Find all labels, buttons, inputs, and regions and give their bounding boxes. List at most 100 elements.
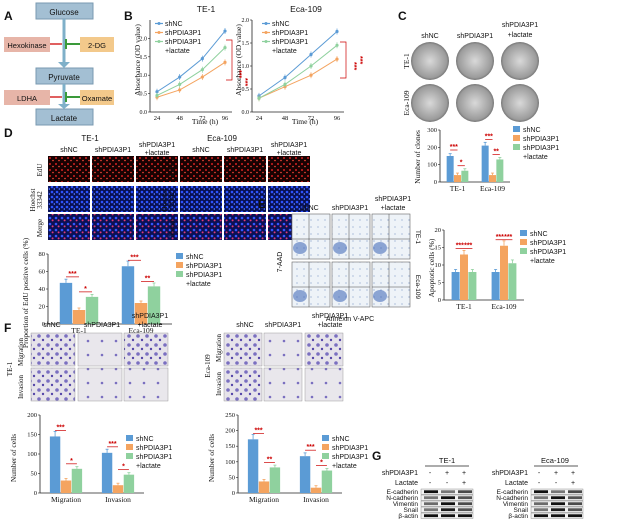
legend-swatch (176, 262, 183, 268)
e-row-te1: TE-1 (414, 230, 421, 244)
sig-label: ** (493, 148, 499, 155)
g-protein-right: β-actin (508, 513, 528, 519)
legend-label-0: shNC (272, 21, 290, 28)
panel-f: F shNC shPDIA3P1 shPDIA3P1 +lactate shNC… (4, 313, 368, 504)
legend-label-1: shPDIA3P1 (165, 30, 201, 37)
e-cluster (333, 242, 347, 254)
f-image-1-1-1 (263, 367, 303, 402)
g-band (551, 496, 565, 500)
g-band (458, 508, 472, 512)
bar-0 (481, 145, 489, 182)
d-col-head: shPDIA3P1 (227, 147, 263, 154)
c-dish-te1-lactate (501, 42, 539, 80)
c-dish-te1-shnc (411, 42, 449, 80)
y-tick-label: 5 (438, 280, 441, 287)
c-row-eca109: Eca-109 (402, 90, 411, 115)
legend-marker (264, 40, 268, 43)
f-image-1-0-0 (223, 332, 263, 367)
bar-1 (489, 175, 496, 182)
g-protein-left: Snail (404, 507, 419, 514)
data-point (155, 93, 159, 98)
data-point (178, 82, 182, 86)
d-image-1-2-0 (268, 156, 310, 182)
category-label: Invasion (105, 495, 131, 504)
lactate-box (35, 108, 94, 126)
e-row-eca109: Eca-109 (414, 275, 421, 300)
y-tick-label: 0.0 (242, 110, 250, 116)
data-point (223, 29, 227, 33)
f-head-lactate-sub-r: +lactate (318, 322, 343, 329)
y-tick-label: 200 (225, 428, 235, 435)
g-lac-mark: - (538, 480, 541, 487)
d-image-1-1-2 (224, 214, 266, 240)
b-sig-eca-a: *** (356, 56, 363, 64)
g-band (568, 514, 582, 518)
c-dish-te1-shpdia (456, 42, 494, 80)
b-title-te1: TE-1 (197, 4, 216, 14)
g-protein-right: Snail (514, 507, 529, 514)
series-line-2 (156, 47, 226, 96)
e-cluster (293, 242, 307, 254)
sig-label: *** (306, 444, 314, 451)
x-tick-label: 24 (256, 115, 263, 122)
x-tick-label: 72 (199, 115, 206, 122)
d-row-hoechst: Hoechst (29, 188, 37, 211)
data-point (283, 82, 287, 86)
g-row-sh-left: shPDIA3P1 (382, 470, 418, 477)
bar-1 (134, 303, 148, 324)
g-band (534, 508, 548, 512)
g-protein-right: Vimentin (503, 501, 529, 508)
x-tick-label: 96 (334, 115, 341, 122)
legend-label-suffix: +lactate (523, 154, 548, 161)
bar-2 (508, 263, 517, 300)
sig-label: *** (130, 254, 138, 261)
bar-2 (496, 159, 504, 182)
g-protein-left: Vimentin (393, 501, 419, 508)
legend-marker (157, 22, 161, 25)
g-sh-mark: + (571, 470, 575, 477)
f-image-0-1-0 (77, 332, 123, 367)
d-col-sub: +lactate (277, 150, 302, 157)
c-ylabel: Number of clones (413, 130, 422, 184)
ldha-box (4, 90, 50, 105)
c-dish-eca-shpdia (456, 84, 494, 122)
bar-0 (59, 282, 73, 324)
f-image-0-0-0 (30, 332, 76, 367)
g-band (458, 502, 472, 506)
legend-label-1: shPDIA3P1 (332, 445, 368, 452)
g-band (551, 502, 565, 506)
g-band (424, 496, 438, 500)
c-head-lactate: shPDIA3P1 (502, 22, 538, 29)
c-row-te1: TE-1 (402, 53, 411, 69)
g-protein-left: N-cadherin (386, 495, 418, 502)
y-tick-label: 0.5 (242, 87, 250, 93)
arrowhead-1 (58, 62, 70, 68)
y-tick-label: 0.0 (140, 110, 148, 116)
f-head-shnc: shNC (43, 322, 61, 329)
panel-a-letter: A (4, 9, 13, 23)
y-tick-label: 150 (225, 443, 235, 450)
e-cluster (293, 290, 307, 302)
category-label: Invasion (303, 495, 329, 504)
legend-label-0: shNC (530, 231, 548, 238)
data-point (335, 43, 339, 47)
d-image-0-0-2 (48, 214, 90, 240)
sig-label: ** (267, 456, 273, 463)
sig-label: *** (254, 427, 262, 434)
y-tick-label: 100 (27, 451, 37, 458)
g-band (441, 508, 455, 512)
y-tick-label: 2.0 (242, 18, 250, 24)
g-band (424, 508, 438, 512)
legend-label-suffix: +lactate (136, 463, 161, 470)
legend-label-0: shNC (165, 21, 183, 28)
y-tick-label: 0 (42, 321, 45, 328)
pyruvate-label: Pyruvate (48, 73, 80, 82)
e-flow-ylabel: 7-AAD (277, 252, 284, 273)
x-tick-label: 96 (222, 115, 229, 122)
g-title-te1: TE-1 (439, 456, 455, 465)
data-point (309, 64, 313, 68)
g-band (551, 514, 565, 518)
d-image-0-2-2 (136, 214, 178, 240)
g-protein-left: β-actin (398, 513, 418, 519)
d-image-1-2-1 (268, 186, 310, 212)
